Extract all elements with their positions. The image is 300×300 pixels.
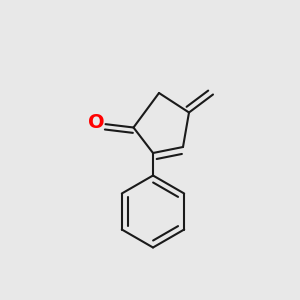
Text: O: O xyxy=(88,113,104,133)
